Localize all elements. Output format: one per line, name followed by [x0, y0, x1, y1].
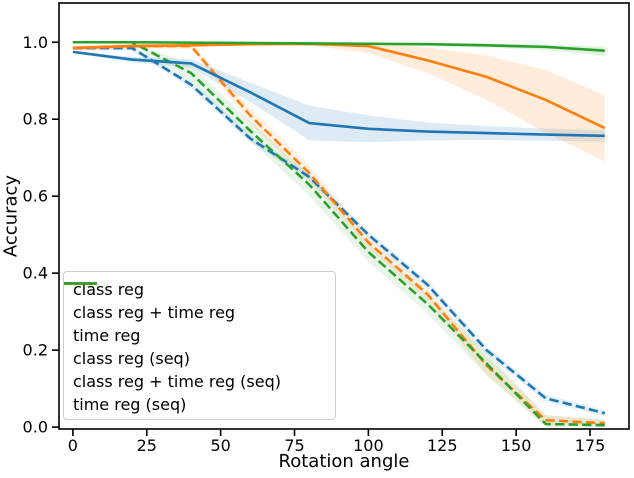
y-tick-label: 1.0 — [23, 33, 48, 52]
legend-item-class-reg-time-reg-seq: class reg + time reg (seq) — [64, 282, 325, 393]
series-band-class-reg-seq — [72, 50, 605, 143]
legend-item-time-reg-seq: time reg (seq) — [64, 282, 325, 416]
x-axis-label: Rotation angle — [278, 451, 410, 472]
series-line-class-reg-seq — [72, 50, 605, 138]
x-tick-label: 175 — [575, 436, 606, 455]
series-line-time-reg-seq — [72, 40, 605, 53]
x-tick-label: 50 — [210, 436, 230, 455]
y-tick-label: 0.8 — [23, 110, 48, 129]
legend: class reg class reg + time reg time reg cla… — [63, 271, 336, 420]
axes-frame — [58, 2, 630, 430]
series-line-time-reg — [72, 40, 605, 427]
y-axis-label: Accuracy — [0, 174, 22, 258]
legend-label: class reg + time reg — [73, 303, 236, 322]
y-tick-label: 0.0 — [23, 418, 48, 437]
y-tick-label: 0.6 — [23, 187, 48, 206]
x-tick-label: 75 — [284, 436, 304, 455]
legend-item-class-reg: class reg — [64, 278, 325, 301]
legend-label: class reg (seq) — [73, 349, 190, 368]
legend-label: time reg — [73, 326, 141, 345]
legend-label: class reg + time reg (seq) — [73, 372, 281, 391]
x-tick-label: 100 — [353, 436, 384, 455]
x-tick-label: 150 — [501, 436, 532, 455]
series-line-class-reg-time-reg-seq — [72, 42, 606, 130]
legend-label: time reg (seq) — [73, 395, 187, 414]
legend-item-class-reg-time-reg: class reg + time reg — [64, 282, 325, 324]
x-tick-label: 25 — [137, 436, 157, 455]
x-tick-label: 0 — [68, 436, 78, 455]
solid-line-icon — [64, 282, 97, 285]
legend-item-class-reg-seq: class reg (seq) — [64, 282, 325, 370]
y-tick-label: 0.2 — [23, 341, 48, 360]
legend-item-time-reg: time reg — [64, 282, 325, 347]
y-tick-label: 0.4 — [23, 264, 48, 283]
x-tick-label: 125 — [427, 436, 458, 455]
